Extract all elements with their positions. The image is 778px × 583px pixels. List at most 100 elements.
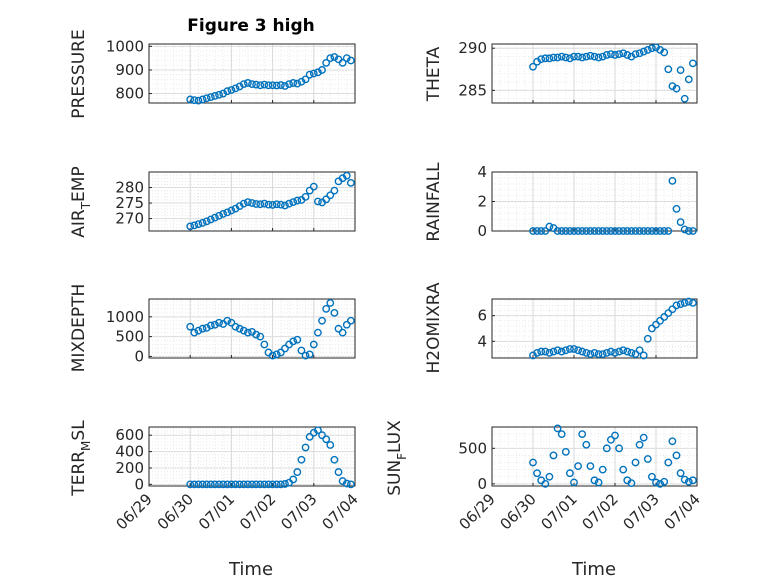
- data-point: [570, 345, 578, 353]
- y-tick-label: 4: [477, 332, 487, 350]
- data-point: [574, 227, 582, 235]
- data-point: [297, 455, 306, 464]
- data-point: [672, 451, 681, 460]
- data-point: [648, 472, 656, 481]
- data-point: [631, 350, 640, 359]
- data-point: [346, 178, 355, 187]
- data-point: [533, 348, 541, 357]
- data-point: [680, 475, 689, 484]
- xlabel-right: Time: [571, 559, 616, 580]
- data-point: [660, 477, 669, 486]
- data-point: [541, 479, 550, 488]
- y-tick-label: 600: [115, 426, 144, 444]
- data-point: [582, 227, 591, 235]
- data-point: [268, 201, 277, 209]
- data-point: [211, 480, 219, 489]
- axes-box: [491, 43, 698, 104]
- data-point: [301, 192, 310, 201]
- data-point: [680, 298, 689, 307]
- panel-theta: 285 290: [458, 39, 698, 104]
- data-point: [330, 308, 339, 317]
- data-point: [656, 479, 664, 488]
- data-point: [664, 309, 673, 318]
- data-point: [619, 227, 628, 235]
- data-point: [256, 480, 265, 489]
- y-tick-label: 275: [115, 194, 144, 212]
- data-point: [549, 347, 558, 356]
- axes-box: [491, 426, 698, 487]
- data-point: [293, 335, 302, 344]
- ylabel-mixdepth: MIXDEPTH: [69, 284, 89, 373]
- y-tick-label: 6: [477, 307, 487, 325]
- data-point: [198, 219, 207, 227]
- data-point: [635, 227, 644, 235]
- data-point: [590, 52, 599, 61]
- data-point: [243, 198, 252, 207]
- data-point: [553, 53, 562, 62]
- y-tick-label: 270: [115, 210, 144, 228]
- data-point: [314, 328, 322, 337]
- data-point: [627, 227, 636, 235]
- data-point: [223, 208, 232, 217]
- data-point: [330, 455, 339, 464]
- data-point: [289, 475, 298, 484]
- data-point: [309, 69, 318, 78]
- data-point: [615, 347, 623, 356]
- data-point: [582, 348, 591, 357]
- data-point: [623, 347, 632, 356]
- data-point: [223, 316, 232, 325]
- data-point: [676, 218, 685, 227]
- data-point: [346, 480, 355, 489]
- data-point: [305, 350, 314, 359]
- data-point: [186, 222, 195, 231]
- data-point: [215, 90, 223, 99]
- data-point: [260, 340, 269, 349]
- data-point: [684, 227, 693, 235]
- data-point: [561, 346, 570, 355]
- data-point: [281, 82, 289, 90]
- data-point: [557, 52, 566, 61]
- data-point: [281, 201, 289, 210]
- data-point: [615, 50, 623, 59]
- data-point: [219, 480, 228, 489]
- data-point: [635, 346, 644, 355]
- data-point: [314, 68, 322, 77]
- data-point: [607, 50, 615, 59]
- data-point: [561, 447, 570, 456]
- data-point: [206, 93, 215, 102]
- data-point: [342, 54, 351, 63]
- ylabel-theta: THETA: [424, 46, 444, 102]
- data-point: [264, 81, 273, 90]
- xlabel-left: Time: [228, 559, 273, 580]
- data-point: [231, 84, 240, 93]
- data-point: [227, 318, 236, 327]
- data-point: [206, 321, 215, 330]
- data-point: [219, 89, 228, 98]
- data-point: [582, 440, 591, 449]
- data-point: [611, 227, 619, 235]
- data-point: [211, 213, 219, 222]
- data-point: [664, 65, 673, 74]
- data-point: [326, 54, 335, 63]
- data-point: [566, 227, 574, 235]
- data-point: [529, 458, 537, 467]
- data-point: [578, 347, 587, 356]
- y-tick-label: 4: [477, 163, 487, 181]
- data-point: [668, 176, 677, 185]
- data-point: [533, 469, 541, 478]
- data-point: [252, 200, 261, 208]
- data-point: [227, 206, 236, 215]
- data-point: [549, 53, 558, 62]
- y-tick-label: 1000: [106, 37, 144, 55]
- y-tick-label: 290: [458, 39, 487, 57]
- data-point: [619, 49, 628, 58]
- data-point: [602, 227, 611, 235]
- data-point: [660, 48, 669, 57]
- data-point: [545, 472, 554, 481]
- data-point: [318, 316, 326, 325]
- data-point: [264, 480, 273, 489]
- data-point: [268, 81, 277, 90]
- axes-box: [491, 298, 698, 359]
